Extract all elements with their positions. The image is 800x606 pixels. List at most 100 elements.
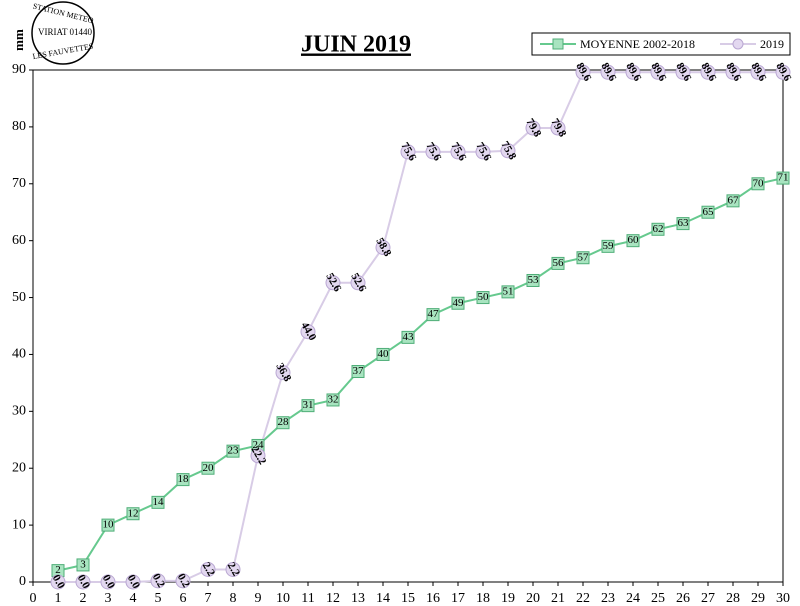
data-label: 37 (353, 365, 365, 377)
x-tick-label: 5 (155, 591, 162, 606)
data-label: 2.2 (225, 560, 243, 578)
data-label: 62 (653, 223, 664, 235)
data-label: 43 (403, 331, 415, 343)
data-label: 10 (103, 519, 115, 531)
data-point (450, 144, 466, 160)
data-point (50, 574, 66, 590)
data-label: 2.2 (200, 560, 218, 578)
x-tick-label: 17 (451, 591, 465, 606)
y-tick-label: 90 (12, 62, 26, 77)
x-tick-label: 2 (80, 591, 87, 606)
data-point (350, 275, 366, 291)
data-point (126, 507, 140, 521)
data-point (101, 518, 115, 532)
legend-marker (732, 38, 744, 50)
series-line (57, 177, 784, 572)
data-point (401, 330, 415, 344)
legend-label: 2019 (760, 37, 784, 51)
data-point (225, 561, 241, 577)
data-point (700, 64, 716, 80)
data-point (301, 399, 315, 413)
data-point (175, 573, 191, 589)
data-point (250, 448, 266, 464)
data-label: 32 (328, 393, 339, 405)
x-tick-label: 27 (701, 591, 715, 606)
x-tick-label: 21 (551, 591, 565, 606)
data-label: 63 (678, 217, 690, 229)
data-point (550, 120, 566, 136)
data-point (226, 444, 240, 458)
data-point (501, 285, 515, 299)
x-tick-label: 26 (676, 591, 690, 606)
data-point (650, 64, 666, 80)
data-label: 56 (553, 257, 565, 269)
data-point (276, 416, 290, 430)
data-point (525, 120, 541, 136)
x-tick-label: 18 (476, 591, 490, 606)
x-tick-label: 6 (180, 591, 187, 606)
data-point (625, 64, 641, 80)
data-point (176, 473, 190, 487)
x-tick-label: 16 (426, 591, 440, 606)
data-label: 3 (80, 558, 86, 570)
y-tick-label: 60 (12, 233, 26, 248)
x-tick-label: 25 (651, 591, 665, 606)
data-label: 65 (703, 206, 715, 218)
logo-text: LES FAUVETTES (32, 42, 94, 62)
x-tick-label: 22 (576, 591, 590, 606)
data-point (750, 64, 766, 80)
data-label: 60 (628, 234, 640, 246)
x-tick-label: 19 (501, 591, 515, 606)
data-label: 47 (428, 308, 440, 320)
data-label: 71 (778, 172, 789, 184)
y-tick-label: 30 (12, 404, 26, 419)
y-tick-label: 70 (12, 176, 26, 191)
x-tick-label: 23 (601, 591, 615, 606)
x-tick-label: 14 (376, 591, 390, 606)
x-tick-label: 20 (526, 591, 540, 606)
data-label: 23 (228, 445, 240, 457)
data-label: 57 (578, 251, 590, 263)
x-tick-label: 12 (326, 591, 340, 606)
data-label: 28 (278, 416, 290, 428)
data-point (601, 239, 615, 253)
data-label: 0.0 (100, 573, 118, 591)
data-label: 0.0 (125, 573, 143, 591)
data-label: 0.2 (175, 572, 193, 590)
x-tick-label: 7 (205, 591, 212, 606)
x-tick-label: 1 (55, 591, 62, 606)
data-point (200, 561, 216, 577)
data-point (351, 365, 365, 379)
data-point (676, 217, 690, 231)
data-point (300, 324, 316, 340)
x-tick-label: 15 (401, 591, 415, 606)
data-point (551, 256, 565, 270)
logo-ring (31, 1, 95, 65)
data-point (400, 144, 416, 160)
data-point (75, 574, 91, 590)
data-point (576, 251, 590, 265)
data-point (150, 573, 166, 589)
data-point (600, 64, 616, 80)
data-point (125, 574, 141, 590)
data-label: 18 (178, 473, 190, 485)
data-point (726, 194, 740, 208)
data-label: 50 (478, 291, 490, 303)
data-point (76, 558, 90, 572)
y-tick-label: 20 (12, 460, 26, 475)
data-point (151, 495, 165, 509)
x-tick-label: 8 (230, 591, 237, 606)
legend-box (531, 32, 791, 56)
y-tick-label: 0 (19, 574, 26, 589)
data-label: 40 (378, 348, 390, 360)
x-tick-label: 24 (626, 591, 640, 606)
x-tick-label: 10 (276, 591, 290, 606)
data-point (325, 275, 341, 291)
logo-text: VIRIAT 01440 (38, 27, 93, 37)
x-tick-label: 29 (751, 591, 765, 606)
data-label: 0.2 (150, 572, 168, 590)
y-axis-label: mm (11, 29, 26, 51)
data-label: 0.0 (75, 573, 93, 591)
data-point (725, 64, 741, 80)
